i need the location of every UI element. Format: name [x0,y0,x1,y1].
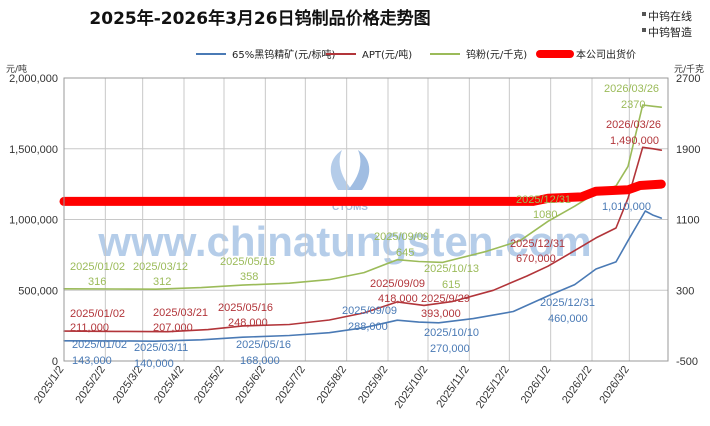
data-label: 2026/03/26 [606,119,661,131]
data-label: 168,000 [240,355,280,367]
y-left-tick-label: 500,000 [18,285,58,297]
data-label: 2025/09/09 [342,305,397,317]
series-line-company-price [59,179,666,206]
data-label: 2025/9/29 [421,293,470,305]
data-label: 645 [396,247,414,259]
y-right-tick-label: 2700 [676,73,700,85]
series-line-1 [63,146,663,333]
data-label: 2025/12/31 [516,194,571,206]
data-label: 1,490,000 [610,135,659,147]
data-label: 2025/03/11 [134,342,188,354]
y-left-tick-label: 1,500,000 [9,144,58,156]
data-label: 143,000 [72,355,112,367]
y-right-tick-label: -500 [676,356,698,368]
series-line-2 [63,104,663,291]
data-label: 2025/12/31 [540,297,595,309]
data-label: 2025/09/09 [374,231,429,243]
brand-line-1: 中钨在线 [648,9,692,23]
logo-shape-left [330,150,352,190]
y-left-tick-label: 0 [52,356,58,368]
data-label: 2025/05/16 [220,256,275,268]
data-label: 316 [88,276,106,288]
y-right-tick-label: 1100 [676,215,700,227]
legend-label: 本公司出货价 [576,48,636,61]
y-left-tick-label: 2,000,000 [9,73,58,85]
data-label: 288,000 [348,321,388,333]
data-label: 2025/05/16 [218,302,273,314]
data-label: 2025/12/31 [510,238,565,250]
data-label: 2025/01/02 [70,308,125,320]
data-label: 2025/03/21 [153,307,208,319]
brand-line-2: 中钨智造 [648,25,692,39]
series-line-0 [63,210,663,343]
data-label: 418,000 [378,293,418,305]
legend: 65%黑钨精矿(元/标吨) APT(元/吨) 钨粉(元/千克) 本公司出货价 [196,48,636,61]
data-label: 2025/10/10 [424,327,479,339]
brand-dot-1 [642,12,646,16]
chart-title: 2025年-2026年3月26日钨制品价格走势图 [89,8,430,29]
data-label: 2025/01/02 [70,261,125,273]
brand-dot-2 [642,28,646,32]
data-label: 358 [240,271,258,283]
data-label: 2026/03/26 [604,83,659,95]
data-label: 2370 [621,99,645,111]
data-label: 248,000 [228,317,268,329]
company-logo: CTOMS [330,150,370,213]
data-label: 2025/01/02 [72,339,127,351]
y-left-tick-label: 1,000,000 [9,215,58,227]
data-label: 1,010,000 [602,201,651,213]
y-right-tick-label: 300 [676,285,694,297]
data-label: 2025/09/09 [370,278,425,290]
right-axis-unit: 元/千克 [674,64,704,75]
left-axis-unit: 元/吨 [6,63,27,75]
annotations: 2025/01/02 143,000 2025/03/11 140,000 2025/0… [70,83,661,370]
data-label: 1080 [533,209,557,221]
data-label: 615 [442,279,460,291]
data-label: 2025/10/13 [424,263,479,275]
data-label: 270,000 [430,343,470,355]
plot-frame [63,77,669,362]
data-label: 312 [153,276,171,288]
legend-label: 65%黑钨精矿(元/标吨) [232,48,335,61]
data-label: 140,000 [134,358,174,370]
series-layer [59,104,666,343]
data-label: 670,000 [516,253,556,265]
legend-label: APT(元/吨) [362,48,412,61]
data-label: 2025/05/16 [236,339,291,351]
data-label: 211,000 [70,322,109,334]
data-label: 460,000 [548,313,588,325]
data-label: 2025/03/12 [133,261,188,273]
data-label: 207,000 [153,322,193,334]
y-right-tick-label: 1900 [676,144,700,156]
logo-shape-right [348,150,370,190]
legend-label: 钨粉(元/千克) [466,48,527,61]
data-label: 393,000 [421,308,461,320]
logo-text: CTOMS [332,202,368,213]
